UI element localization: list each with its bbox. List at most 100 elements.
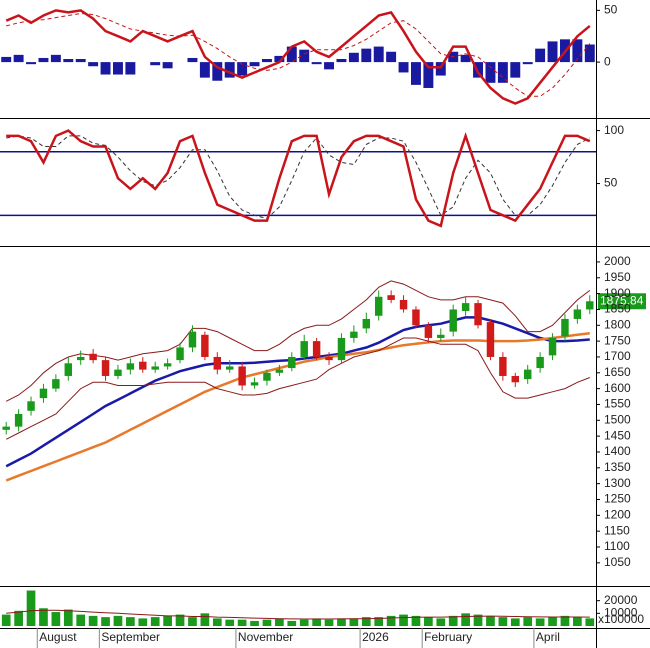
- volume-bar: [337, 618, 346, 626]
- y-tick-label: 1600: [604, 381, 631, 395]
- candle-body: [201, 334, 209, 357]
- volume-bar: [535, 618, 545, 626]
- volume-bar: [1, 614, 11, 626]
- y-tick-label: 1800: [604, 317, 631, 331]
- y-tick-label: 1300: [604, 476, 631, 490]
- candle-body: [126, 363, 135, 370]
- y-tick-label: 1150: [604, 523, 630, 537]
- candle-body: [275, 369, 284, 373]
- volume-bar: [63, 609, 73, 626]
- candle-body: [337, 337, 346, 361]
- stoch-k-line: [6, 129, 591, 228]
- histogram-bar: [274, 55, 285, 63]
- histogram-bar: [348, 52, 359, 63]
- candle-body: [573, 309, 582, 319]
- indicator-line: [5, 280, 591, 402]
- candle-body: [424, 325, 433, 338]
- volume-bar: [101, 617, 110, 626]
- histogram-bar: [187, 57, 198, 63]
- candle-body: [499, 356, 507, 376]
- candle-body: [461, 303, 470, 312]
- volume-bar: [175, 614, 185, 626]
- volume-bar: [299, 619, 309, 626]
- volume-bar: [275, 618, 284, 626]
- y-tick-label: 1500: [604, 412, 631, 426]
- y-tick-label: 1950: [604, 270, 631, 284]
- volume-bar: [560, 615, 570, 626]
- histogram-bar: [286, 46, 297, 63]
- candle-body: [536, 356, 544, 369]
- x-tick-label: 2026: [362, 630, 389, 644]
- candle-body: [101, 360, 110, 376]
- candle-body: [586, 301, 594, 310]
- y-tick-label: 1700: [604, 349, 631, 363]
- y-tick-label: 50: [604, 176, 618, 190]
- x-tick-label: August: [39, 630, 77, 644]
- volume-bar: [250, 620, 259, 626]
- histogram-bar: [13, 54, 24, 63]
- volume-ma-line: [6, 609, 590, 620]
- histogram-bar: [75, 59, 86, 63]
- volume-bar: [411, 615, 421, 626]
- y-tick-label: 1250: [604, 492, 631, 506]
- candle-body: [300, 341, 308, 357]
- histogram-bar: [584, 44, 595, 63]
- candle-body: [76, 356, 85, 361]
- volume-bar: [188, 617, 197, 626]
- unit-label: x100000: [598, 612, 644, 626]
- candle-body: [511, 375, 520, 383]
- candle-body: [449, 309, 457, 332]
- candle-body: [225, 366, 234, 370]
- histogram-bar: [460, 54, 471, 63]
- histogram-bar: [485, 62, 496, 83]
- candle-body: [27, 401, 35, 411]
- last-value-box: [598, 293, 646, 310]
- histogram-bar: [435, 62, 446, 76]
- candle-body: [474, 303, 482, 326]
- candle-body: [14, 413, 23, 427]
- y-tick-label: 100: [604, 123, 624, 137]
- histogram-bar: [125, 62, 136, 75]
- candle-body: [561, 318, 569, 337]
- y-tick-label: 50: [604, 3, 618, 17]
- y-tick-label: 0: [604, 54, 611, 68]
- histogram-bar: [150, 62, 161, 66]
- volume-bar: [349, 618, 359, 626]
- histogram-bar: [398, 62, 409, 73]
- histogram-bar: [311, 62, 322, 65]
- volume-bar: [76, 614, 86, 626]
- histogram-bar: [88, 62, 99, 67]
- histogram-bar: [410, 62, 421, 85]
- candle-body: [387, 295, 395, 300]
- candle-body: [163, 363, 172, 367]
- macd-line: [5, 9, 591, 105]
- y-tick-label: 1350: [604, 460, 631, 474]
- candle-body: [374, 296, 383, 316]
- candle-body: [39, 388, 48, 399]
- candle-body: [325, 356, 333, 361]
- histogram-bar: [1, 56, 12, 63]
- y-tick-label: 1900: [604, 286, 631, 300]
- histogram-bar: [423, 62, 434, 88]
- y-tick-label: 2000: [604, 254, 631, 268]
- last-value-label: 1875.84: [600, 293, 644, 307]
- volume-bar: [126, 617, 135, 626]
- volume-bar: [386, 615, 396, 626]
- volume-bar: [374, 617, 384, 626]
- volume-bar: [51, 612, 61, 626]
- y-tick-label: 1750: [604, 333, 631, 347]
- candle-body: [250, 382, 259, 386]
- volume-bar: [150, 617, 160, 626]
- volume-bar: [523, 617, 533, 626]
- y-tick-label: 1450: [604, 428, 631, 442]
- candle-body: [151, 366, 159, 370]
- histogram-bar: [261, 59, 272, 63]
- histogram-bar: [299, 49, 310, 63]
- y-tick-label: 1100: [604, 539, 630, 553]
- y-tick-label: 1650: [604, 365, 631, 379]
- volume-bar: [473, 614, 483, 626]
- volume-bar: [225, 619, 235, 626]
- candle-body: [362, 318, 371, 329]
- stoch-d-line: [6, 135, 591, 220]
